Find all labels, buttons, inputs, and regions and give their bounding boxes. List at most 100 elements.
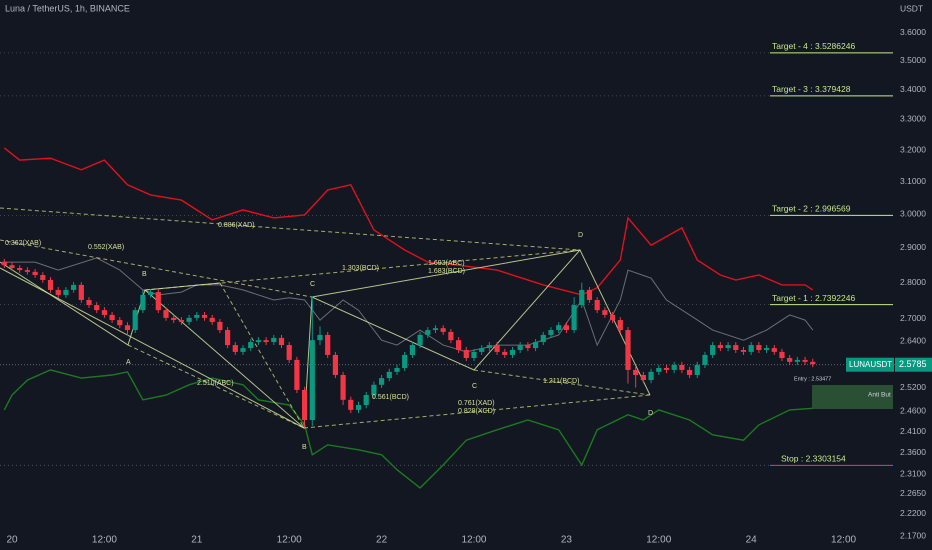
- pattern-ratio: 1.693(ABC): [428, 260, 465, 267]
- harmonic-pattern: [0, 207, 651, 430]
- indicator-line: [4, 257, 814, 353]
- x-tick-label: 23: [561, 535, 573, 546]
- candle-body: [656, 367, 662, 372]
- candle-body: [325, 334, 331, 355]
- candle-body: [32, 271, 38, 276]
- pattern-line: [0, 267, 305, 429]
- candle-body: [117, 320, 123, 326]
- pattern-line: [0, 207, 581, 251]
- pattern-ratio: 1.211(BCD): [543, 378, 579, 385]
- candle-body: [532, 342, 539, 349]
- candle-body: [756, 345, 762, 350]
- pattern-ratio: 0.828(XCD): [458, 408, 495, 415]
- candle-body: [224, 330, 231, 346]
- candle-body: [240, 348, 246, 352]
- candle-body: [594, 299, 600, 311]
- candle-body: [394, 367, 400, 372]
- candle-body: [648, 371, 654, 381]
- candle-body: [47, 279, 54, 290]
- pattern-line: [473, 369, 651, 396]
- candle-body: [417, 334, 423, 346]
- candle-body: [301, 389, 308, 421]
- candle-body: [402, 354, 408, 368]
- candle-body: [779, 351, 785, 358]
- candle-body: [733, 345, 739, 350]
- candle-body: [132, 310, 138, 331]
- x-tick-label: 22: [376, 535, 388, 546]
- pattern-label: C: [472, 383, 477, 390]
- candle-body: [502, 351, 508, 355]
- candle-body: [278, 337, 285, 346]
- candle-body: [186, 317, 192, 322]
- entry-label: Entry : 2.53477: [794, 376, 831, 382]
- candle-body: [201, 314, 208, 318]
- candle-body: [86, 299, 92, 306]
- pattern-label: C: [310, 281, 315, 288]
- y-tick-label: 3.4000: [900, 84, 926, 94]
- candle-body: [517, 345, 523, 350]
- candle-body: [209, 317, 215, 322]
- candle-body: [178, 320, 185, 322]
- candle-body: [94, 305, 100, 311]
- y-tick-label: 2.3100: [900, 468, 926, 478]
- candle-body: [471, 351, 477, 358]
- pattern-line: [0, 239, 313, 298]
- symbol-label: LUNAUSDT: [849, 360, 892, 369]
- candle-body: [371, 384, 377, 396]
- candle-body: [633, 369, 639, 375]
- y-tick-label: 3.0000: [900, 208, 926, 218]
- pattern-label: B: [142, 271, 147, 278]
- y-tick-label: 2.4100: [900, 426, 926, 436]
- pattern-ratio: 0.886(XAD): [218, 222, 255, 229]
- pattern-label: D: [648, 410, 653, 417]
- candle-body: [271, 337, 277, 343]
- candle-body: [1, 261, 7, 266]
- candle-body: [163, 310, 169, 318]
- pattern-ratio: 2.510(ABC): [197, 380, 234, 387]
- candle-body: [763, 348, 770, 350]
- candle-body: [609, 314, 616, 321]
- candle-body: [440, 328, 446, 332]
- candle-body: [340, 374, 346, 400]
- price-tag: [895, 357, 932, 372]
- candle-body: [602, 310, 608, 315]
- y-tick-label: 3.1000: [900, 176, 926, 186]
- pattern-label: B: [302, 444, 307, 451]
- y-tick-label: 3.3000: [900, 114, 926, 124]
- candle-body: [663, 367, 670, 370]
- candle-body: [586, 289, 593, 300]
- candle-body: [9, 265, 15, 269]
- candle-body: [309, 340, 315, 421]
- candle-body: [217, 321, 223, 331]
- candle-body: [448, 331, 454, 341]
- candle-body: [509, 349, 516, 355]
- level-label: Target - 4 : 3.5286246: [772, 41, 855, 51]
- pattern-ratio: 0.362(XAB): [5, 240, 41, 247]
- y-tick-label: 3.2000: [900, 144, 926, 154]
- pattern-ratio: 0.761(XAD): [458, 400, 495, 407]
- y-tick-label: 2.2200: [900, 508, 926, 518]
- candle-body: [771, 348, 777, 352]
- candle-body: [78, 284, 84, 300]
- y-tick-label: 2.4600: [900, 406, 926, 416]
- y-tick-label: 3.5000: [900, 55, 926, 65]
- candle-body: [248, 342, 254, 349]
- y-tick-label: 2.5200: [900, 382, 926, 392]
- x-tick-label: 20: [6, 535, 18, 546]
- levels-layer: Target - 4 : 3.5286246 Target - 3 : 3.379…: [0, 41, 895, 466]
- pattern-ratio: 0.552(XAB): [88, 244, 124, 251]
- pattern-line: [144, 282, 221, 291]
- candle-body: [255, 340, 261, 343]
- candle-body: [348, 399, 354, 410]
- level-label: Target - 2 : 2.996569: [772, 204, 851, 214]
- candle-body: [101, 310, 108, 315]
- candle-body: [409, 345, 415, 355]
- pattern-annotations: A B C B D C D 0.362(XAB) 0.552(XAB) 0.88…: [5, 222, 653, 451]
- candle-body: [540, 334, 546, 343]
- candle-body: [355, 405, 362, 410]
- candle-body: [787, 357, 793, 362]
- candle-body: [455, 340, 462, 350]
- candle-body: [425, 330, 431, 335]
